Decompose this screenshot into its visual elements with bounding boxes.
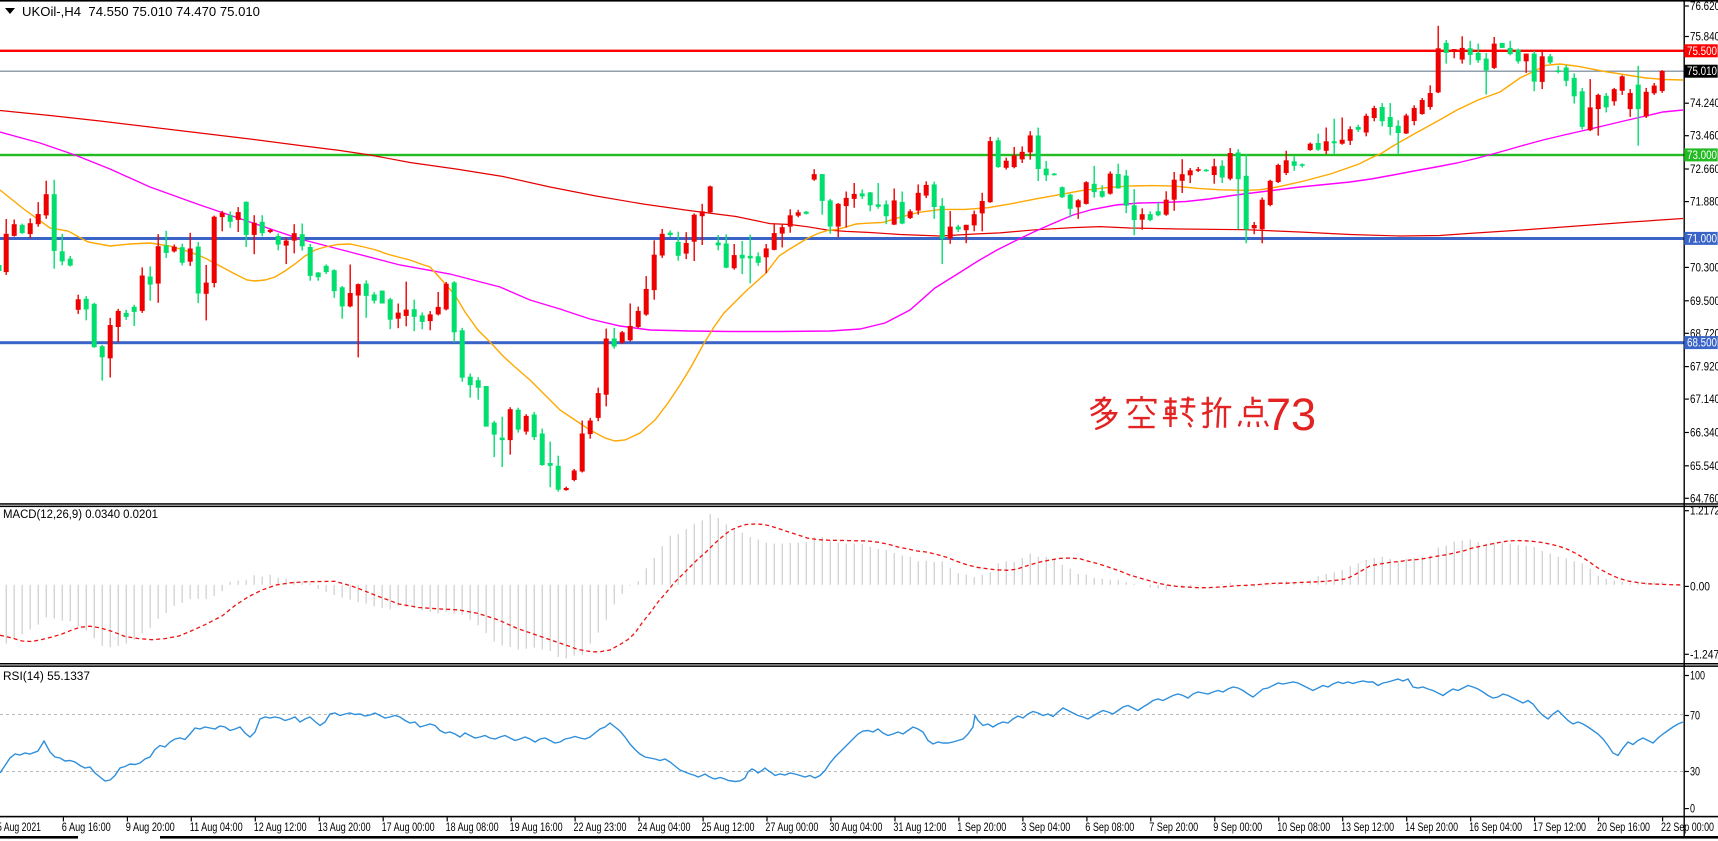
- svg-text:22 Aug 23:00: 22 Aug 23:00: [574, 822, 627, 834]
- svg-text:1 Sep 20:00: 1 Sep 20:00: [957, 822, 1006, 834]
- svg-text:73.460: 73.460: [1690, 131, 1718, 143]
- svg-text:20 Sep 16:00: 20 Sep 16:00: [1597, 822, 1650, 834]
- svg-text:74.240: 74.240: [1690, 98, 1718, 110]
- svg-text:RSI(14) 55.1337: RSI(14) 55.1337: [3, 671, 90, 683]
- svg-text:17 Sep 12:00: 17 Sep 12:00: [1533, 822, 1586, 834]
- svg-text:18 Aug 08:00: 18 Aug 08:00: [446, 822, 499, 834]
- svg-text:22 Sep 00:00: 22 Sep 00:00: [1661, 822, 1714, 834]
- svg-text:67.140: 67.140: [1690, 394, 1718, 406]
- svg-text:30: 30: [1690, 767, 1700, 779]
- svg-text:69.500: 69.500: [1690, 296, 1718, 308]
- svg-text:1.2172: 1.2172: [1690, 506, 1718, 518]
- svg-text:UKOil-,H4 74.550 75.010 74.47: UKOil-,H4 74.550 75.010 74.470 75.010: [22, 5, 260, 19]
- svg-text:73.000: 73.000: [1687, 150, 1717, 162]
- svg-text:68.500: 68.500: [1687, 338, 1717, 350]
- svg-text:25 Aug 12:00: 25 Aug 12:00: [702, 822, 755, 834]
- svg-text:66.340: 66.340: [1690, 428, 1718, 440]
- svg-text:73: 73: [1266, 389, 1316, 440]
- svg-text:71.880: 71.880: [1690, 197, 1718, 209]
- svg-text:3 Sep 04:00: 3 Sep 04:00: [1021, 822, 1070, 834]
- svg-text:9 Aug 20:00: 9 Aug 20:00: [126, 822, 175, 834]
- svg-text:-1.2479: -1.2479: [1690, 649, 1718, 661]
- svg-text:30 Aug 04:00: 30 Aug 04:00: [829, 822, 882, 834]
- svg-text:0.00: 0.00: [1690, 581, 1710, 593]
- svg-text:100: 100: [1690, 671, 1705, 683]
- svg-text:9 Sep 00:00: 9 Sep 00:00: [1213, 822, 1262, 834]
- svg-text:0: 0: [1690, 804, 1695, 816]
- svg-text:12 Aug 12:00: 12 Aug 12:00: [254, 822, 307, 834]
- svg-text:13 Aug 20:00: 13 Aug 20:00: [318, 822, 371, 834]
- svg-text:64.760: 64.760: [1690, 493, 1718, 505]
- svg-text:16 Sep 04:00: 16 Sep 04:00: [1469, 822, 1522, 834]
- svg-text:11 Aug 04:00: 11 Aug 04:00: [190, 822, 243, 834]
- svg-text:70.300: 70.300: [1690, 262, 1718, 274]
- svg-text:13 Sep 12:00: 13 Sep 12:00: [1341, 822, 1394, 834]
- svg-text:27 Aug 00:00: 27 Aug 00:00: [765, 822, 818, 834]
- svg-text:76.620: 76.620: [1690, 1, 1718, 13]
- svg-text:24 Aug 04:00: 24 Aug 04:00: [638, 822, 691, 834]
- svg-text:75.500: 75.500: [1687, 46, 1717, 58]
- svg-text:5 Aug 2021: 5 Aug 2021: [0, 822, 41, 834]
- svg-text:17 Aug 00:00: 17 Aug 00:00: [382, 822, 435, 834]
- svg-text:7 Sep 20:00: 7 Sep 20:00: [1149, 822, 1198, 834]
- svg-text:14 Sep 20:00: 14 Sep 20:00: [1405, 822, 1458, 834]
- svg-text:6 Sep 08:00: 6 Sep 08:00: [1085, 822, 1134, 834]
- svg-text:75.840: 75.840: [1690, 32, 1718, 44]
- svg-text:6 Aug 16:00: 6 Aug 16:00: [62, 822, 111, 834]
- svg-text:65.540: 65.540: [1690, 461, 1718, 473]
- svg-text:72.660: 72.660: [1690, 164, 1718, 176]
- svg-text:67.920: 67.920: [1690, 362, 1718, 374]
- svg-text:75.010: 75.010: [1687, 66, 1717, 78]
- svg-text:10 Sep 08:00: 10 Sep 08:00: [1277, 822, 1330, 834]
- svg-text:70: 70: [1690, 711, 1700, 723]
- svg-text:71.000: 71.000: [1687, 233, 1717, 245]
- svg-text:31 Aug 12:00: 31 Aug 12:00: [893, 822, 946, 834]
- svg-text:19 Aug 16:00: 19 Aug 16:00: [510, 822, 563, 834]
- svg-text:MACD(12,26,9) 0.0340 0.0201: MACD(12,26,9) 0.0340 0.0201: [3, 509, 158, 521]
